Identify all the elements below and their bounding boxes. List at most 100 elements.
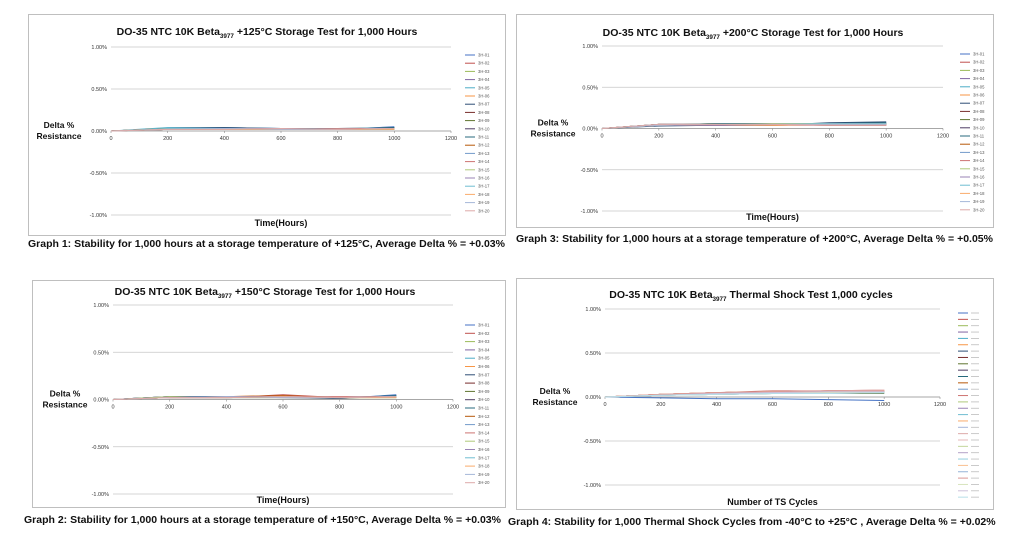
series-line: [110, 127, 395, 132]
legend-entry: 3H-03: [973, 68, 985, 73]
x-tick-label: 0: [603, 402, 606, 408]
legend-entry: 3H-14: [973, 158, 985, 163]
series-line: [601, 123, 887, 129]
legend-entry: 3H-16: [478, 176, 490, 181]
legend-entry: 3H-18: [478, 464, 490, 469]
y-tick-label: 0.50%: [585, 351, 601, 357]
chart-title: DO-35 NTC 10K Beta3977 Thermal Shock Tes…: [609, 289, 893, 303]
x-tick-label: 400: [222, 405, 231, 411]
legend-entry: 3H-04: [478, 347, 490, 352]
legend-entry: 3H-20: [973, 207, 985, 212]
x-tick-label: 1200: [445, 136, 457, 142]
x-tick-label: 800: [824, 402, 833, 408]
legend-entry: 3H-17: [478, 184, 490, 189]
legend-entry: 3H-10: [478, 397, 490, 402]
y-axis-label: Delta %: [44, 120, 75, 130]
chart-panel-graph2: DO-35 NTC 10K Beta3977 +150°C Storage Te…: [24, 280, 506, 530]
y-axis-label: Resistance: [531, 129, 576, 139]
y-tick-label: -0.50%: [92, 445, 110, 451]
legend-entry: 3H-10: [973, 125, 985, 130]
y-tick-label: -1.00%: [581, 209, 599, 215]
caption-graph3: Graph 3: Stability for 1,000 hours at a …: [516, 233, 993, 245]
x-axis-label: Number of TS Cycles: [727, 497, 818, 507]
legend-entry: 3H-13: [478, 151, 490, 156]
legend-entry: 3H-02: [478, 61, 490, 66]
x-tick-label: 800: [333, 136, 342, 142]
legend-entry: 3H-12: [973, 142, 985, 147]
y-tick-label: -0.50%: [90, 171, 108, 177]
legend-entry: 3H-07: [973, 101, 985, 106]
y-tick-label: 1.00%: [585, 307, 601, 313]
x-tick-label: 0: [600, 134, 603, 140]
y-tick-label: 0.50%: [91, 87, 107, 93]
y-tick-label: -1.00%: [584, 483, 602, 489]
legend-entry: 3H-12: [478, 414, 490, 419]
caption-graph1: Graph 1: Stability for 1,000 hours at a …: [28, 238, 505, 250]
x-axis-label: Time(Hours): [257, 495, 310, 505]
x-tick-label: 200: [654, 134, 663, 140]
legend-entry: 3H-01: [973, 52, 985, 57]
legend-entry: 3H-07: [478, 102, 490, 107]
legend-entry: 3H-12: [478, 143, 490, 148]
legend-entry: 3H-14: [478, 159, 490, 164]
x-tick-label: 1000: [880, 134, 892, 140]
legend-entry: 3H-05: [973, 84, 985, 89]
legend-entry: 3H-11: [478, 406, 490, 411]
legend-entry: 3H-19: [973, 199, 985, 204]
legend-entry: 3H-17: [973, 183, 985, 188]
x-tick-label: 1000: [390, 405, 402, 411]
y-tick-label: -1.00%: [90, 213, 108, 219]
chart-graph1: DO-35 NTC 10K Beta3977 +125°C Storage Te…: [37, 26, 491, 228]
series-line: [112, 396, 397, 400]
legend-entry: 3H-15: [973, 166, 985, 171]
x-tick-label: 1000: [878, 402, 890, 408]
x-axis-label: Time(Hours): [746, 212, 799, 222]
x-tick-label: 1000: [388, 136, 400, 142]
y-axis-label: Resistance: [533, 397, 578, 407]
x-tick-label: 1200: [937, 134, 949, 140]
legend-entry: 3H-18: [973, 191, 985, 196]
legend-entry: 3H-05: [478, 85, 490, 90]
chart-box-graph1: DO-35 NTC 10K Beta3977 +125°C Storage Te…: [28, 14, 506, 236]
chart-panel-graph3: DO-35 NTC 10K Beta3977 +200°C Storage Te…: [516, 14, 994, 250]
chart-title: DO-35 NTC 10K Beta3977 +150°C Storage Te…: [115, 286, 416, 300]
legend-entry: 3H-02: [478, 331, 490, 336]
y-tick-label: 0.50%: [93, 350, 109, 356]
legend-entry: 3H-18: [478, 192, 490, 197]
legend-entry: 3H-01: [478, 323, 490, 328]
y-tick-label: -0.50%: [584, 439, 602, 445]
legend-entry: 3H-20: [478, 208, 490, 213]
legend-entry: 3H-10: [478, 126, 490, 131]
series-line: [604, 392, 885, 398]
legend-entry: 3H-09: [478, 118, 490, 123]
legend-entry: 3H-02: [973, 60, 985, 65]
caption-graph2: Graph 2: Stability for 1,000 hours at a …: [24, 514, 501, 526]
chart-panel-graph1: DO-35 NTC 10K Beta3977 +125°C Storage Te…: [28, 14, 506, 250]
x-axis-label: Time(Hours): [255, 218, 308, 228]
x-tick-label: 200: [656, 402, 665, 408]
y-axis-label: Resistance: [37, 131, 82, 141]
x-tick-label: 800: [825, 134, 834, 140]
x-tick-label: 200: [165, 405, 174, 411]
legend-entry: 3H-13: [478, 422, 490, 427]
x-tick-label: 1200: [447, 405, 459, 411]
x-tick-label: 0: [111, 405, 114, 411]
y-tick-label: 1.00%: [93, 303, 109, 309]
legend-entry: 3H-20: [478, 480, 490, 485]
x-tick-label: 200: [163, 136, 172, 142]
x-tick-label: 600: [278, 405, 287, 411]
legend-entry: 3H-06: [478, 94, 490, 99]
legend-entry: 3H-09: [973, 117, 985, 122]
legend-entry: 3H-04: [973, 76, 985, 81]
legend-entry: 3H-03: [478, 69, 490, 74]
chart-panel-graph4: DO-35 NTC 10K Beta3977 Thermal Shock Tes…: [508, 278, 996, 534]
x-tick-label: 600: [768, 134, 777, 140]
legend-entry: 3H-14: [478, 430, 490, 435]
chart-title: DO-35 NTC 10K Beta3977 +200°C Storage Te…: [603, 27, 904, 41]
legend-entry: 3H-06: [478, 364, 490, 369]
legend-entry: 3H-03: [478, 339, 490, 344]
legend-entry: 3H-06: [973, 93, 985, 98]
y-tick-label: 0.50%: [582, 85, 598, 91]
series-line: [604, 396, 885, 402]
chart-graph2: DO-35 NTC 10K Beta3977 +150°C Storage Te…: [43, 286, 491, 505]
